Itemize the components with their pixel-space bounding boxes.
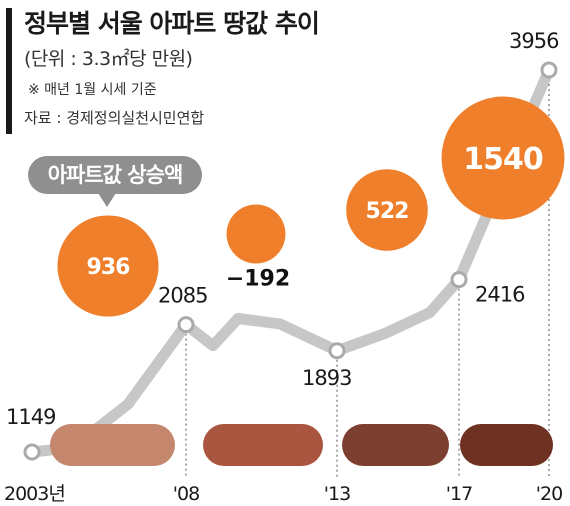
increase-bubble-1	[57, 215, 159, 317]
point-marker-2013	[328, 342, 346, 360]
source-label: 자료 : 경제정의실천시민연합	[24, 109, 205, 127]
increase-bubble-3	[346, 169, 428, 251]
point-label-2003: 1149	[6, 405, 55, 429]
era-bar-4	[460, 424, 553, 466]
point-label-2013: 1893	[302, 366, 351, 390]
x-tick-label-2003: 2003년	[4, 483, 65, 505]
era-bar-2	[203, 424, 323, 466]
chart-title: 정부별 서울 아파트 땅값 추이	[24, 9, 320, 38]
x-tick-label-2020: '20	[536, 483, 562, 505]
legend-pill: 아파트값 상승액	[28, 156, 202, 194]
title-accent-bar	[6, 8, 12, 134]
point-label-2020: 3956	[509, 29, 559, 53]
point-label-2008: 2085	[158, 284, 207, 308]
increase-label-3: 522	[366, 199, 409, 224]
point-marker-2003	[23, 443, 41, 461]
trend-line	[26, 64, 555, 458]
point-marker-2017	[450, 271, 468, 289]
increase-label-1: 936	[87, 255, 131, 280]
note-label: ※ 매년 1월 시세 기준	[28, 82, 157, 98]
point-label-2017: 2416	[475, 283, 525, 307]
increase-bubble-2	[226, 204, 286, 264]
x-tick-label-2017: '17	[446, 483, 472, 505]
era-bar-3	[342, 424, 449, 466]
increase-label-2: −192	[226, 266, 290, 291]
point-marker-2020	[540, 61, 558, 79]
era-bar-1	[50, 424, 175, 466]
increase-label-4: 1540	[463, 142, 543, 177]
unit-label: (단위 : 3.3㎡당 만원)	[24, 48, 193, 70]
increase-bubble-4	[441, 96, 565, 220]
x-tick-label-2008: '08	[173, 483, 199, 505]
point-marker-2008	[177, 316, 195, 334]
legend-pointer	[98, 193, 116, 207]
x-tick-label-2013: '13	[324, 483, 350, 505]
